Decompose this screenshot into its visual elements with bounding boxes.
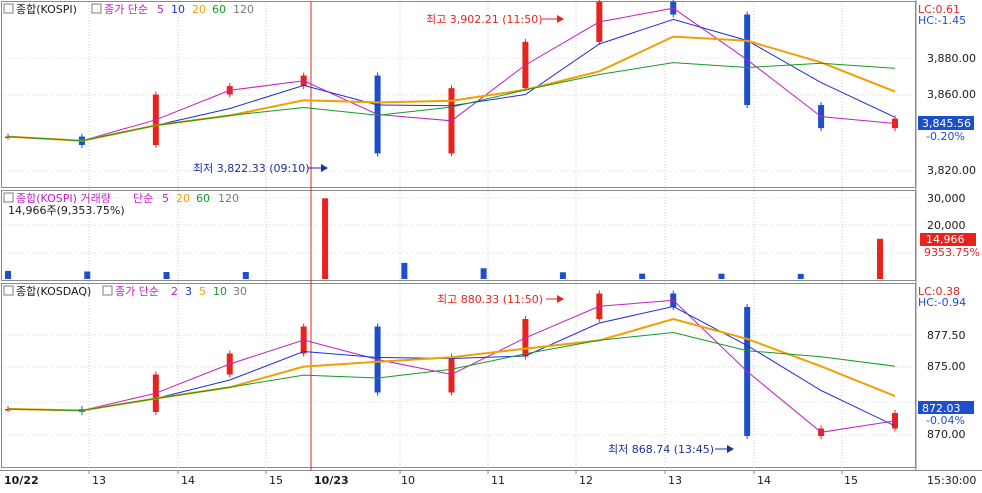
volume-title: 종합(KOSPI) 거래량 <box>16 192 111 205</box>
volume-bar-3 <box>242 272 249 279</box>
volume-bars <box>5 198 883 279</box>
kosdaq-hc-label: HC:-0.94 <box>918 296 966 309</box>
kospi-ma-indicator: 종가 단순 <box>104 3 148 16</box>
volume-bar-7 <box>559 272 566 279</box>
x-label-12: 12 <box>579 474 593 487</box>
kosdaq-low-arrow-head <box>727 445 734 453</box>
kospi-ma-60: 60 <box>212 3 226 16</box>
kospi-current-value: 3,845.56 <box>922 117 971 130</box>
kosdaq-ma-checkbox[interactable] <box>102 285 113 296</box>
volume-info-line: 14,966주(9,353.75%) <box>8 204 125 217</box>
kosdaq-title: 종합(KOSDAQ) <box>16 285 91 298</box>
kosdaq-checkbox[interactable] <box>3 285 14 296</box>
x-label-13-day1: 13 <box>92 474 106 487</box>
kosdaq-y-tick-877-50: 877.50 <box>927 329 966 342</box>
x-label-13-day2: 13 <box>668 474 682 487</box>
kospi-ma-line-0 <box>7 7 896 142</box>
kosdaq-y-axis: 877.50 875.00 870.00 872.03 -0.04% <box>918 329 974 441</box>
kosdaq-ma-line-3 <box>7 331 896 412</box>
kosdaq-high-annotation: 최고 880.33 (11:50) <box>437 293 543 306</box>
x-label-15-day2: 15 <box>844 474 858 487</box>
x-label-10-22: 10/22 <box>4 474 39 487</box>
kosdaq-low-annotation: 최저 868.74 (13:45) <box>608 443 714 456</box>
kosdaq-lc-label: LC:0.38 <box>918 285 960 298</box>
kosdaq-ma-line-0 <box>7 299 896 433</box>
volume-bar-10 <box>797 273 804 279</box>
volume-y-tick-30000: 30,000 <box>927 192 966 205</box>
kospi-title: 종합(KOSPI) <box>16 3 77 16</box>
kospi-y-tick-3820: 3,820.00 <box>927 164 976 177</box>
volume-current-value: 14,966 <box>926 233 965 246</box>
volume-bar-8 <box>639 273 646 279</box>
kosdaq-y-tick-870-00: 870.00 <box>927 428 966 441</box>
kosdaq-candle-12 <box>892 413 898 429</box>
kospi-checkbox[interactable] <box>3 3 14 14</box>
kosdaq-ma-5: 5 <box>199 285 206 298</box>
kospi-high-arrow-head <box>557 15 564 23</box>
volume-current-ratio: 9353.75% <box>924 246 980 259</box>
kosdaq-ma-3: 3 <box>185 285 192 298</box>
kosdaq-current-change: -0.04% <box>926 414 965 427</box>
volume-ma-60: 60 <box>196 192 210 205</box>
kosdaq-ma-2: 2 <box>171 285 178 298</box>
kosdaq-y-tick-875-00: 875.00 <box>927 360 966 373</box>
kospi-legend: 종합(KOSPI) 종가 단순 5 10 20 60 120 LC:0.61 H… <box>3 3 966 27</box>
volume-bar-6 <box>480 268 487 279</box>
kosdaq-legend: 종합(KOSDAQ) 종가 단순 2 3 5 10 30 LC:0.38 HC:… <box>3 285 966 309</box>
kospi-y-tick-3860: 3,860.00 <box>927 88 976 101</box>
moving-average-lines <box>7 7 896 433</box>
x-label-10: 10 <box>401 474 415 487</box>
volume-ma-20: 20 <box>176 192 190 205</box>
volume-bar-4 <box>322 198 329 279</box>
kospi-current-price-box <box>918 116 974 130</box>
volume-ma-5: 5 <box>162 192 169 205</box>
kosdaq-high-arrow-head <box>557 295 564 303</box>
volume-bar-2 <box>163 272 170 279</box>
kospi-ma-10: 10 <box>171 3 185 16</box>
kospi-low-annotation: 최저 3,822.33 (09:10) <box>193 162 310 175</box>
kospi-ma-120: 120 <box>233 3 254 16</box>
volume-current-box <box>920 233 976 246</box>
kospi-y-axis: 3,880.00 3,860.00 3,820.00 3,845.56 -0.2… <box>918 52 976 177</box>
volume-y-tick-20000: 20,000 <box>927 219 966 232</box>
kospi-low-arrow-head <box>321 164 328 172</box>
volume-ma-indicator: 단순 <box>133 192 153 205</box>
volume-legend: 종합(KOSPI) 거래량 단순 5 20 60 120 14,966주(9,3… <box>3 192 239 217</box>
annotations: 최고 3,902.21 (11:50) 최저 3,822.33 (09:10) … <box>193 13 734 456</box>
x-time-label: 15:30:00 <box>927 474 976 487</box>
volume-bar-1 <box>84 271 91 279</box>
kospi-current-change: -0.20% <box>926 130 965 143</box>
kosdaq-ma-10: 10 <box>213 285 227 298</box>
volume-bar-11 <box>877 238 883 279</box>
kospi-ma-checkbox[interactable] <box>91 3 102 14</box>
kosdaq-current-price-box <box>918 401 974 414</box>
x-axis-ticks <box>88 470 843 474</box>
volume-bar-9 <box>718 273 725 279</box>
x-label-14-day2: 14 <box>757 474 771 487</box>
volume-checkbox[interactable] <box>3 192 14 203</box>
x-axis: 10/22 13 14 15 10/23 10 11 12 13 14 15 1… <box>0 470 982 487</box>
kosdaq-ma-30: 30 <box>233 285 247 298</box>
x-label-15-day1: 15 <box>269 474 283 487</box>
x-label-11: 11 <box>491 474 505 487</box>
kospi-ma-5: 5 <box>157 3 164 16</box>
kospi-ma-20: 20 <box>192 3 206 16</box>
kospi-y-tick-3880: 3,880.00 <box>927 52 976 65</box>
kospi-lc-label: LC:0.61 <box>918 3 960 16</box>
volume-y-axis: 30,000 20,000 14,966 9353.75% <box>920 192 980 259</box>
kospi-ma-line-3 <box>7 62 896 142</box>
kosdaq-current-value: 872.03 <box>922 402 961 415</box>
kosdaq-ma-indicator: 종가 단순 <box>115 285 159 298</box>
kospi-high-annotation: 최고 3,902.21 (11:50) <box>426 13 543 26</box>
volume-bar-0 <box>5 270 11 279</box>
kospi-hc-label: HC:-1.45 <box>918 14 966 27</box>
grid-lines <box>2 2 915 470</box>
x-label-10-23: 10/23 <box>314 474 349 487</box>
volume-bar-5 <box>401 262 408 279</box>
volume-ma-120: 120 <box>218 192 239 205</box>
x-label-14-day1: 14 <box>181 474 195 487</box>
